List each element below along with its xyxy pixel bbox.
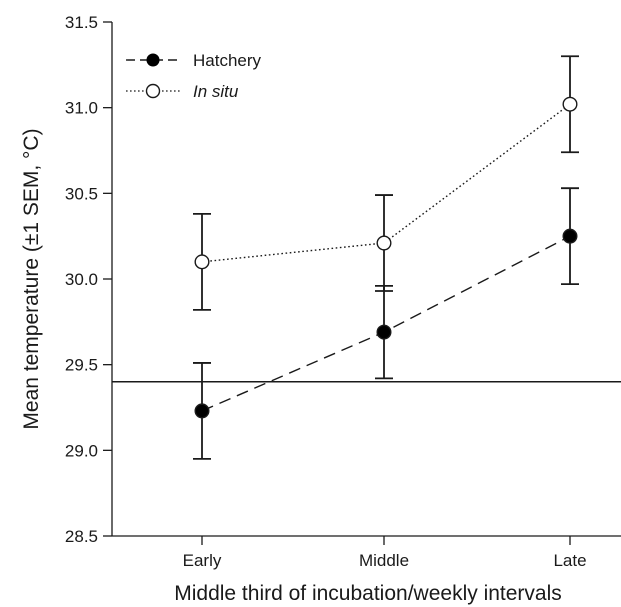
legend-insitu-label: In situ — [193, 82, 239, 101]
x-axis-title: Middle third of incubation/weekly interv… — [174, 582, 562, 605]
y-tick-label: 31.0 — [65, 99, 98, 118]
series-1 — [193, 55, 579, 311]
data-point — [376, 324, 392, 340]
x-tick-label: Late — [553, 551, 586, 570]
y-tick-label: 28.5 — [65, 527, 98, 546]
y-tick-label: 30.5 — [65, 184, 98, 203]
series-line — [201, 235, 571, 412]
series-0 — [193, 187, 579, 460]
x-tick-label: Middle — [359, 551, 409, 570]
y-ticks: 28.5 29.0 29.5 30.0 30.5 31.0 31.5 — [65, 13, 112, 546]
data-point — [376, 235, 392, 251]
legend-hatchery-marker — [146, 53, 160, 67]
x-tick-label: Early — [183, 551, 222, 570]
y-tick-label: 30.0 — [65, 270, 98, 289]
data-point — [562, 96, 578, 112]
data-point — [194, 254, 210, 270]
series-layer — [193, 55, 579, 460]
y-axis-title: Mean temperature (±1 SEM, °C) — [20, 128, 43, 429]
legend: Hatchery In situ — [126, 51, 262, 101]
y-tick-label: 31.5 — [65, 13, 98, 32]
y-tick-label: 29.5 — [65, 356, 98, 375]
legend-hatchery-label: Hatchery — [193, 51, 262, 70]
x-ticks: Early Middle Late — [183, 536, 587, 570]
y-tick-label: 29.0 — [65, 441, 98, 460]
legend-insitu-marker — [145, 83, 161, 99]
data-point — [562, 228, 578, 244]
data-point — [194, 403, 210, 419]
